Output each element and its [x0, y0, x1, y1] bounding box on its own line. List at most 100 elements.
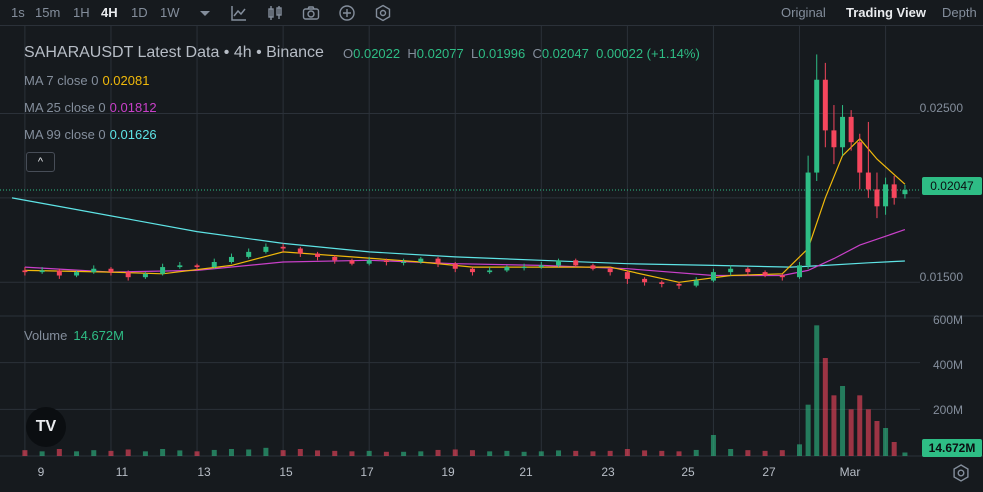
- candle-body: [693, 280, 699, 286]
- low-value: 0.01996: [478, 46, 526, 61]
- candle-body: [332, 256, 338, 261]
- volume-bar: [452, 449, 458, 456]
- candle-type-icon[interactable]: [265, 3, 285, 23]
- plus-circle-icon[interactable]: [337, 3, 357, 23]
- close-value: 0.02047: [541, 46, 589, 61]
- candle-body: [814, 79, 820, 173]
- timeframe-1w[interactable]: 1W: [160, 5, 180, 20]
- time-tick: Mar: [839, 465, 861, 479]
- volume-bar: [246, 449, 252, 456]
- candle-body: [538, 265, 544, 268]
- candle-body: [556, 260, 562, 266]
- volume-bar: [332, 450, 338, 456]
- volume-bar: [840, 386, 846, 456]
- timeframe-15m[interactable]: 15m: [35, 5, 61, 20]
- volume-bar: [728, 449, 734, 456]
- candle-body: [822, 79, 828, 131]
- candle-body: [805, 172, 811, 266]
- volume-bar: [822, 358, 828, 456]
- time-tick: 17: [360, 465, 374, 479]
- volume-bar: [573, 450, 579, 456]
- candle-body: [504, 267, 510, 271]
- time-tick: 19: [441, 465, 455, 479]
- ma7-line: [24, 137, 906, 283]
- candle-body: [125, 272, 131, 278]
- volume-bar: [383, 451, 389, 456]
- timeframe-4h[interactable]: 4H: [101, 5, 118, 20]
- candle-body: [211, 262, 217, 268]
- candle-body: [177, 265, 183, 268]
- candle-body: [315, 253, 321, 257]
- timeframe-1s[interactable]: 1s: [11, 5, 25, 20]
- chevron-down-icon[interactable]: [195, 3, 215, 23]
- volume-bar: [693, 449, 699, 456]
- volume-bar: [848, 409, 854, 456]
- candle-body: [902, 189, 908, 195]
- volume-legend: Volume 14.672M: [24, 328, 124, 343]
- candle-body: [797, 265, 803, 278]
- volume-bar: [177, 450, 183, 456]
- volume-bar: [521, 451, 527, 456]
- indicator-icon[interactable]: [229, 3, 249, 23]
- timeframe-1d[interactable]: 1D: [131, 5, 148, 20]
- volume-bar: [280, 450, 286, 456]
- ma25-legend[interactable]: MA 25 close 0 0.01812: [24, 100, 157, 115]
- candle-body: [228, 256, 234, 262]
- volume-bar: [418, 451, 424, 456]
- volume-bar: [228, 449, 234, 456]
- candle-body: [607, 268, 613, 273]
- volume-bar: [831, 395, 837, 456]
- volume-bar: [814, 325, 820, 456]
- candle-body: [848, 116, 854, 143]
- volume-tick: 600M: [932, 313, 963, 327]
- camera-icon[interactable]: [301, 3, 321, 23]
- candle-body: [659, 282, 665, 284]
- volume-bar: [857, 395, 863, 456]
- volume-bar: [91, 450, 97, 456]
- volume-bar: [659, 450, 665, 456]
- volume-bar: [22, 450, 28, 456]
- candle-body: [246, 251, 252, 257]
- ma99-legend[interactable]: MA 99 close 0 0.01626: [24, 127, 157, 142]
- ma7-legend[interactable]: MA 7 close 0 0.02081: [24, 73, 150, 88]
- volume-bar: [366, 450, 372, 456]
- candle-body: [883, 184, 889, 207]
- volume-bar: [160, 449, 166, 456]
- candle-body: [590, 265, 596, 269]
- collapse-legend-button[interactable]: ^: [26, 152, 55, 172]
- volume-bar: [349, 451, 355, 456]
- timeframe-1h[interactable]: 1H: [73, 5, 90, 20]
- view-tab-depth[interactable]: Depth: [942, 5, 977, 20]
- chart-grid: [0, 26, 983, 457]
- price-tick: 0.02500: [919, 101, 963, 115]
- tradingview-logo[interactable]: TV: [26, 407, 66, 447]
- settings-circle-icon[interactable]: [373, 3, 393, 23]
- candle-body: [91, 268, 97, 273]
- volume-bar: [401, 451, 407, 456]
- volume-bar: [745, 450, 751, 456]
- view-tab-original[interactable]: Original: [781, 5, 826, 20]
- volume-bar: [297, 449, 303, 456]
- current-price-tag: 0.02047: [922, 177, 982, 195]
- change-value: 0.00022 (+1.14%): [596, 46, 700, 61]
- view-tab-trading-view[interactable]: Trading View: [846, 5, 926, 20]
- candle-body: [74, 272, 80, 276]
- volume-value: 14.672M: [73, 328, 124, 343]
- ma25-value: 0.01812: [109, 100, 157, 115]
- volume-bar: [865, 409, 871, 456]
- settings-gear-icon[interactable]: [950, 462, 972, 484]
- volume-bar: [797, 444, 803, 456]
- candle-body: [452, 263, 458, 269]
- candle-body: [349, 260, 355, 264]
- candle-body: [487, 270, 493, 273]
- candlestick-chart[interactable]: [0, 26, 983, 492]
- candle-body: [779, 275, 785, 278]
- volume-bar: [762, 450, 768, 456]
- volume-bar: [194, 451, 200, 456]
- ma25-line: [24, 229, 906, 277]
- candle-body: [383, 260, 389, 262]
- time-tick: 11: [115, 465, 129, 479]
- volume-bar: [435, 449, 441, 456]
- ma99-value: 0.01626: [109, 127, 157, 142]
- volume-bar: [263, 447, 269, 456]
